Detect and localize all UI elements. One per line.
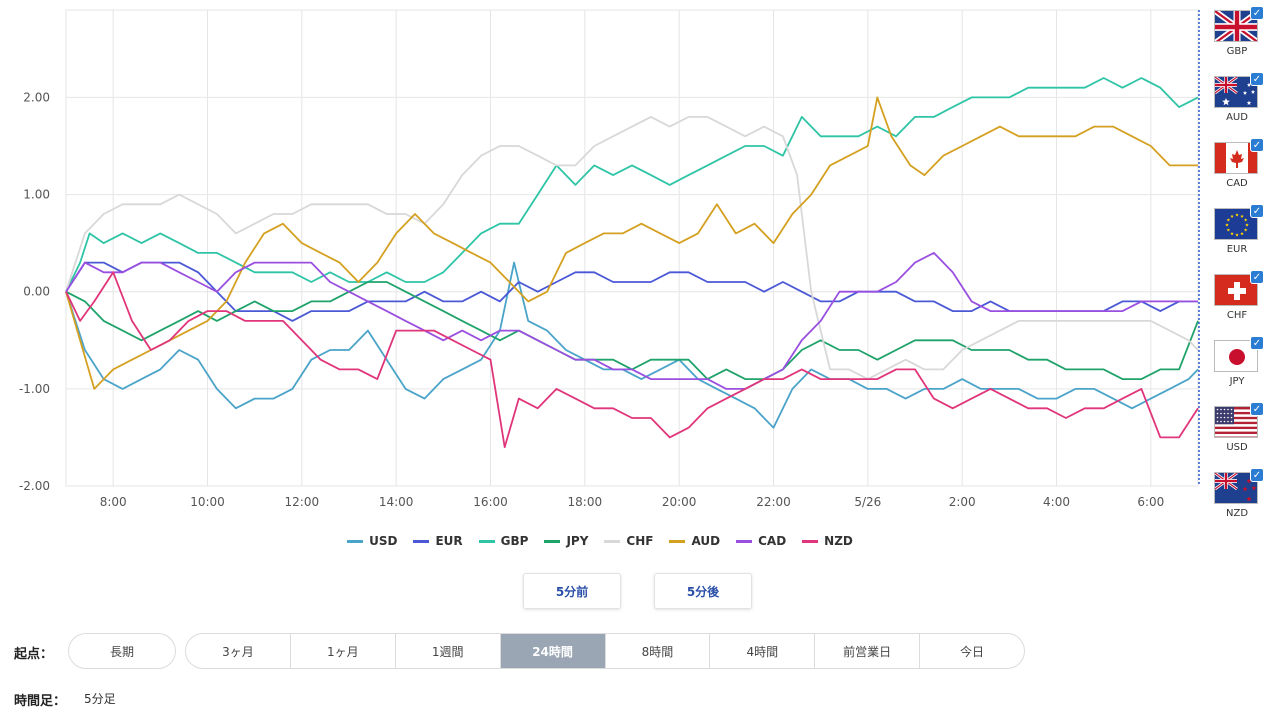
next-5min-button[interactable]: 5分後 bbox=[654, 573, 752, 609]
chart-area: 2.00 1.00 0.00 -1.00 -2.00 8:00 10:00 12:00 14:0… bbox=[19, 9, 1200, 509]
y-tick-label: -1.00 bbox=[19, 382, 50, 396]
flag-label: AUD bbox=[1226, 112, 1248, 123]
series-line-jpy bbox=[65, 281, 1199, 380]
flag-label: USD bbox=[1226, 442, 1248, 453]
chart-legend: USD EUR GBP JPY CHF AUD CAD NZD bbox=[0, 534, 1200, 548]
legend-swatch bbox=[802, 539, 819, 543]
flag-us-icon bbox=[1214, 406, 1258, 438]
flag-label: CHF bbox=[1226, 310, 1248, 321]
chart-series-group bbox=[65, 77, 1199, 448]
range-button-7[interactable]: 今日 bbox=[960, 644, 985, 659]
legend-item-aud[interactable]: AUD bbox=[669, 534, 720, 548]
x-tick-label: 22:00 bbox=[756, 495, 791, 509]
legend-item-nzd[interactable]: NZD bbox=[802, 534, 853, 548]
flag-label: JPY bbox=[1229, 376, 1245, 387]
check-icon: ✓ bbox=[1250, 336, 1264, 350]
previous-5min-button[interactable]: 5分前 bbox=[523, 573, 621, 609]
range-button-3[interactable]: 24時間 bbox=[500, 634, 606, 668]
flag-label: GBP bbox=[1226, 46, 1248, 57]
origin-label: 起点： bbox=[14, 647, 54, 662]
flag-toggle-nzd[interactable]: ✓ NZD bbox=[1206, 468, 1268, 530]
series-line-chf bbox=[65, 116, 1199, 380]
series-line-aud bbox=[65, 96, 1198, 390]
series-line-gbp bbox=[65, 77, 1199, 293]
x-tick-label: 10:00 bbox=[190, 495, 225, 509]
x-tick-label: 12:00 bbox=[285, 495, 320, 509]
x-tick-label: 2:00 bbox=[949, 495, 976, 509]
legend-label: CAD bbox=[758, 534, 787, 548]
origin-long-term-button[interactable]: 長期 bbox=[68, 633, 176, 669]
legend-item-jpy[interactable]: JPY bbox=[544, 534, 588, 548]
flag-label: EUR bbox=[1226, 244, 1248, 255]
x-tick-label: 14:00 bbox=[379, 495, 414, 509]
flag-label: NZD bbox=[1225, 508, 1249, 519]
x-tick-label: 16:00 bbox=[473, 495, 508, 509]
legend-item-chf[interactable]: CHF bbox=[604, 534, 653, 548]
legend-swatch bbox=[604, 539, 621, 543]
flag-toggle-jpy[interactable]: ✓ JPY bbox=[1206, 336, 1268, 398]
legend-label: NZD bbox=[824, 534, 853, 548]
range-button-2[interactable]: 1週間 bbox=[396, 634, 501, 668]
range-button-5[interactable]: 4時間 bbox=[710, 634, 816, 668]
check-icon: ✓ bbox=[1250, 6, 1264, 20]
flag-toggle-aud[interactable]: ✓ AUD bbox=[1206, 72, 1268, 134]
flag-toggle-usd[interactable]: ✓ USD bbox=[1206, 402, 1268, 464]
series-line-cad bbox=[65, 252, 1198, 390]
legend-item-gbp[interactable]: GBP bbox=[478, 534, 529, 548]
x-tick-label: 8:00 bbox=[100, 495, 127, 509]
legend-swatch bbox=[736, 539, 753, 543]
flag-toggle-gbp[interactable]: ✓ GBP bbox=[1206, 6, 1268, 68]
y-tick-label: -2.00 bbox=[19, 479, 50, 493]
check-icon: ✓ bbox=[1250, 138, 1264, 152]
range-button-1[interactable]: 1ヶ月 bbox=[291, 634, 396, 668]
origin-range-group: 3ヶ月 1ヶ月 1週間 24時間 8時間 4時間 前営業日 今日 bbox=[185, 633, 1025, 669]
legend-item-eur[interactable]: EUR bbox=[413, 534, 463, 548]
check-icon: ✓ bbox=[1250, 270, 1264, 284]
line-chart: 2.00 1.00 0.00 -1.00 -2.00 8:00 10:00 12:00 14:0… bbox=[19, 9, 1200, 509]
legend-label: USD bbox=[369, 534, 398, 548]
legend-label: EUR bbox=[435, 534, 463, 548]
timeframe-value: 5分足 bbox=[84, 692, 116, 706]
legend-swatch bbox=[669, 539, 686, 543]
check-icon: ✓ bbox=[1250, 468, 1264, 482]
plot-area-border bbox=[65, 9, 1199, 487]
timeframe-label: 時間足： bbox=[14, 694, 67, 709]
y-tick-label: 1.00 bbox=[23, 188, 50, 202]
x-tick-label: 4:00 bbox=[1043, 495, 1070, 509]
x-tick-label: 5/26 bbox=[854, 495, 881, 509]
series-line-nzd bbox=[65, 271, 1199, 448]
legend-item-cad[interactable]: CAD bbox=[736, 534, 786, 548]
legend-swatch bbox=[347, 539, 364, 543]
legend-label: GBP bbox=[500, 534, 529, 548]
flag-nz-icon bbox=[1214, 472, 1258, 504]
y-tick-label: 2.00 bbox=[23, 90, 50, 104]
series-line-usd bbox=[65, 261, 1199, 429]
legend-swatch bbox=[413, 539, 430, 543]
range-button-0[interactable]: 3ヶ月 bbox=[186, 634, 291, 668]
legend-label: JPY bbox=[566, 534, 589, 548]
check-icon: ✓ bbox=[1250, 204, 1264, 218]
x-tick-label: 6:00 bbox=[1137, 495, 1164, 509]
flag-toggle-chf[interactable]: ✓ CHF bbox=[1206, 270, 1268, 332]
chart-grid bbox=[65, 9, 1199, 487]
legend-item-usd[interactable]: USD bbox=[347, 534, 397, 548]
range-button-4[interactable]: 8時間 bbox=[606, 634, 711, 668]
check-icon: ✓ bbox=[1250, 72, 1264, 86]
legend-swatch bbox=[544, 539, 561, 543]
legend-label: CHF bbox=[626, 534, 654, 548]
x-tick-label: 20:00 bbox=[662, 495, 697, 509]
legend-label: AUD bbox=[691, 534, 721, 548]
legend-swatch bbox=[478, 539, 495, 543]
flag-toggle-eur[interactable]: ✓ EUR bbox=[1206, 204, 1268, 266]
x-tick-label: 18:00 bbox=[568, 495, 603, 509]
flag-label: CAD bbox=[1226, 178, 1248, 189]
flag-toggle-cad[interactable]: ✓ CAD bbox=[1206, 138, 1268, 200]
range-button-6[interactable]: 前営業日 bbox=[815, 634, 921, 668]
check-icon: ✓ bbox=[1250, 402, 1264, 416]
y-tick-label: 0.00 bbox=[23, 285, 50, 299]
